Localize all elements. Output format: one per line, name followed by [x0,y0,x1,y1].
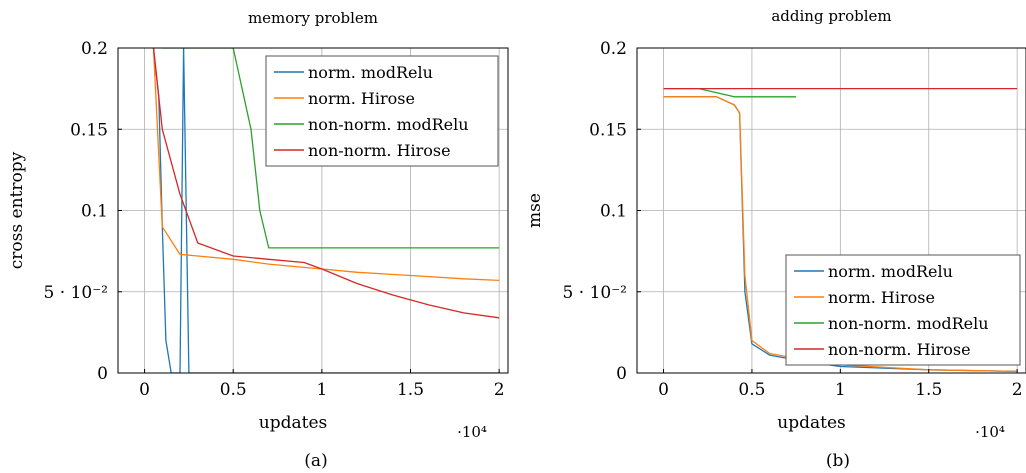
series-line-non-norm-modrelu [162,48,500,249]
legend-label: norm. modRelu [308,63,433,82]
x-tick-label: 1 [316,380,327,400]
panel-memory-problem: 0 0.5 1 1.5 2 0 5 · 10⁻² 0.1 0.15 0.2 memory probl… [7,9,509,471]
chart-title: adding problem [771,7,891,25]
legend: norm. modRelu norm. Hirose non-norm. modRe… [785,254,1021,366]
x-axis-label: updates [777,413,845,433]
y-tick-label: 0.1 [81,202,108,222]
y-tick-label: 0 [97,364,108,384]
x-tick-label: 1.5 [397,380,424,400]
x-axis-multiplier: ·10⁴ [457,423,487,441]
x-tick-label: 0 [658,380,669,400]
y-axis-label: mse [525,193,545,228]
legend-label: norm. modRelu [828,262,953,281]
panel-adding-problem: 0 0.5 1 1.5 2 0 5 · 10⁻² 0.1 0.15 0.2 adding probl… [525,7,1026,471]
legend-box [265,55,499,167]
legend-label: non-norm. modRelu [828,314,989,333]
legend-label: non-norm. Hirose [308,141,451,160]
legend-label: norm. Hirose [308,89,415,108]
series-line-non-norm-modrelu [663,87,797,98]
panel-caption: (a) [304,451,327,471]
y-tick-label: 5 · 10⁻² [563,283,627,303]
legend-label: non-norm. Hirose [828,340,971,359]
legend-box [785,254,1021,366]
y-tick-label: 0.2 [600,39,627,59]
x-axis-label: updates [259,413,327,433]
legend-label: norm. Hirose [828,288,935,307]
y-axis-label: cross entropy [7,151,27,269]
y-tick-label: 0 [616,364,627,384]
y-tick-label: 0.15 [589,120,627,140]
x-tick-label: 2 [494,380,505,400]
series-line-norm-hirose [152,48,500,282]
legend-label: non-norm. modRelu [308,115,469,134]
x-tick-label: 1 [835,380,846,400]
series-line-non-norm-hirose [152,48,500,319]
x-tick-label: 0.5 [220,380,247,400]
y-tick-label: 5 · 10⁻² [44,283,108,303]
x-tick-label: 2 [1012,380,1023,400]
y-tick-label: 0.1 [600,202,627,222]
y-tick-label: 0.15 [70,120,108,140]
x-tick-label: 0.5 [738,380,765,400]
chart-title: memory problem [248,9,378,27]
x-axis-multiplier: ·10⁴ [975,423,1005,441]
x-tick-label: 1.5 [915,380,942,400]
series-group [152,48,500,373]
panel-caption: (b) [826,451,850,471]
x-tick-label: 0 [139,380,150,400]
y-tick-label: 0.2 [81,39,108,59]
legend: norm. modRelu norm. Hirose non-norm. modRe… [265,55,499,167]
